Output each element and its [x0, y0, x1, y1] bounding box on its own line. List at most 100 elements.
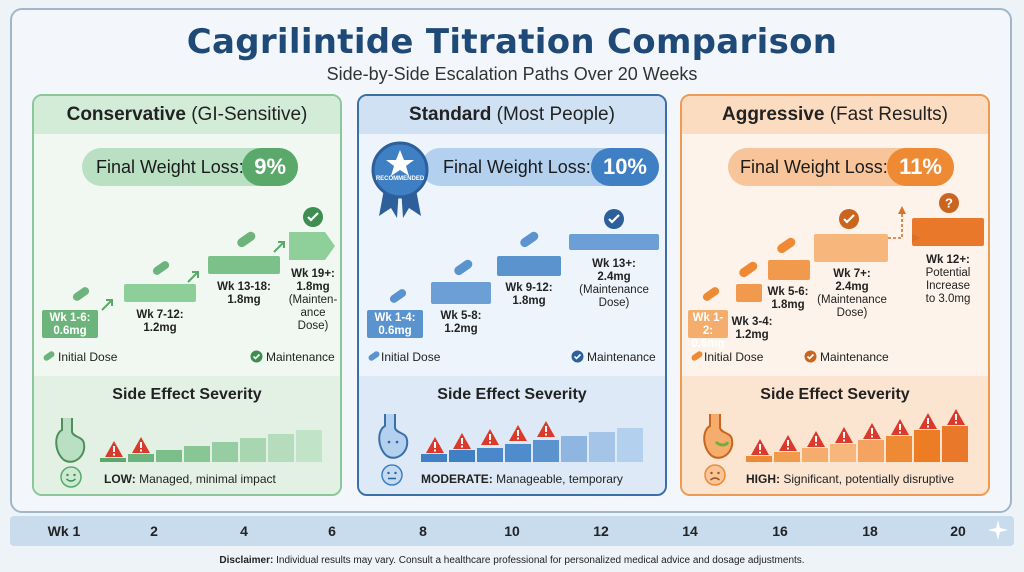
check-circle-icon: [250, 350, 263, 363]
dose-step-3: [208, 256, 280, 274]
dose-step-2: [431, 282, 491, 304]
panel-name: Conservative: [66, 104, 186, 125]
severity-bar: [268, 434, 294, 462]
step-label-2: Wk 7-12: 1.2mg: [136, 309, 184, 334]
dose-step-3: [768, 260, 810, 280]
severity-bar: [802, 448, 828, 462]
arrow-up-icon: [101, 299, 113, 311]
timeline-tick: 18: [862, 523, 878, 539]
timeline-tick: 10: [504, 523, 520, 539]
timeline-axis: [10, 516, 1014, 546]
severity-title: Side Effect Severity: [437, 386, 587, 403]
page-subtitle: Side-by-Side Escalation Paths Over 20 We…: [326, 64, 698, 84]
step-label-4: Wk 13+: 2.4mg (Maintenance Dose): [579, 258, 649, 309]
warning-icon: [481, 429, 499, 445]
step-label-4: Wk 19+: 1.8mg (Mainten-ance Dose): [288, 268, 338, 332]
timeline-tick: 2: [150, 523, 158, 539]
severity-bar: [477, 448, 503, 462]
timeline-tick: Wk 1: [47, 523, 81, 539]
panel-name: Standard: [409, 104, 492, 125]
final-weight-loss-label: Final Weight Loss:: [96, 157, 244, 177]
dose-step-4: [569, 234, 659, 250]
check-circle-icon: [804, 350, 817, 363]
panel-qualifier: (GI-Sensitive): [191, 104, 308, 125]
severity-bar: [449, 450, 475, 462]
pill-icon: [691, 351, 703, 361]
warning-icon: [863, 423, 881, 439]
timeline-tick: 14: [682, 523, 698, 539]
page-title: Cagrilintide Titration Comparison: [186, 22, 838, 62]
dose-step-2: [124, 284, 196, 302]
warning-icon: [132, 437, 150, 453]
pill-icon: [777, 237, 796, 254]
check-circle-icon: [604, 209, 624, 229]
legend-maintenance: Maintenance: [266, 350, 335, 364]
warning-icon: [891, 419, 909, 435]
legend-maintenance: Maintenance: [820, 350, 889, 364]
check-circle-icon: [839, 209, 859, 229]
final-weight-loss-value: 11%: [887, 148, 954, 186]
recommended-badge-label: RECOMMENDED: [375, 176, 425, 182]
severity-bar: [914, 430, 940, 462]
warning-icon: [947, 409, 965, 425]
pill-icon: [237, 231, 256, 248]
dose-step-4: [814, 234, 888, 262]
panel-header: Conservative (GI-Sensitive): [34, 96, 340, 134]
severity-bar: [746, 456, 772, 462]
severity-description: HIGH: Significant, potentially disruptiv…: [746, 472, 955, 486]
final-weight-loss-pill: Final Weight Loss: 11%: [728, 148, 954, 186]
arrow-up-icon: [187, 271, 199, 283]
stomach-icon: [55, 418, 86, 463]
dose-step-1: [367, 310, 423, 338]
panel-standard: Standard (Most People) Final Weight Loss…: [357, 94, 667, 496]
timeline-tick: 6: [328, 523, 336, 539]
legend-maintenance: Maintenance: [587, 350, 656, 364]
panel-conservative: Conservative (GI-Sensitive) Final Weight…: [32, 94, 342, 496]
stomach-icon: [703, 414, 734, 459]
warning-icon: [537, 421, 555, 437]
step-label-2: Wk 5-8: 1.2mg: [440, 310, 482, 335]
severity-bar: [886, 436, 912, 462]
sparkle-icon: [988, 520, 1008, 540]
severity-title: Side Effect Severity: [760, 386, 910, 403]
dashed-arrow-icon: [888, 206, 920, 242]
severity-bar: [100, 458, 126, 462]
warning-icon: [807, 431, 825, 447]
panel-header: Standard (Most People): [359, 96, 665, 134]
severity-bar: [240, 438, 266, 462]
severity-description: MODERATE: Manageable, temporary: [421, 472, 623, 486]
pill-icon: [72, 287, 90, 301]
panel-qualifier: (Fast Results): [829, 104, 948, 125]
pill-icon: [739, 261, 758, 278]
severity-bar: [561, 436, 587, 462]
timeline-tick: 20: [950, 523, 966, 539]
step-label-3: Wk 9-12: 1.8mg: [505, 282, 553, 307]
smiley-neutral-icon: [381, 464, 403, 486]
step-label-3: Wk 5-6: 1.8mg: [767, 286, 809, 311]
dose-step-potential: [912, 218, 984, 246]
step-label-5: Wk 12+: Potential Increase to 3.0mg: [925, 254, 971, 305]
severity-section: Side Effect Severity MODERATE: Manageabl…: [359, 376, 665, 494]
pill-icon: [454, 259, 473, 276]
dose-step-1: [688, 310, 728, 338]
severity-section: Side Effect Severity HIGH: Significant, …: [682, 376, 988, 494]
severity-bar: [505, 444, 531, 462]
warning-icon: [509, 425, 527, 441]
dose-step-3: [497, 256, 561, 276]
final-weight-loss-value: 10%: [590, 148, 659, 186]
recommended-badge-icon: [371, 141, 429, 218]
svg-text:?: ?: [945, 196, 953, 211]
severity-section: Side Effect Severity LOW: Managed, minim…: [34, 376, 340, 494]
final-weight-loss-value: 9%: [242, 148, 298, 186]
severity-bar: [589, 432, 615, 462]
stomach-icon: [378, 414, 409, 459]
legend-initial-dose: Initial Dose: [704, 350, 764, 364]
timeline-tick: 4: [240, 523, 248, 539]
smiley-happy-icon: [60, 466, 82, 488]
step-label-2: Wk 3-4: 1.2mg: [731, 316, 773, 341]
arrow-up-icon: [273, 241, 285, 253]
final-weight-loss-pill: Final Weight Loss: 10%: [421, 148, 659, 186]
pill-icon: [152, 261, 170, 275]
legend-initial-dose: Initial Dose: [58, 350, 118, 364]
dose-step-1: [42, 310, 98, 338]
